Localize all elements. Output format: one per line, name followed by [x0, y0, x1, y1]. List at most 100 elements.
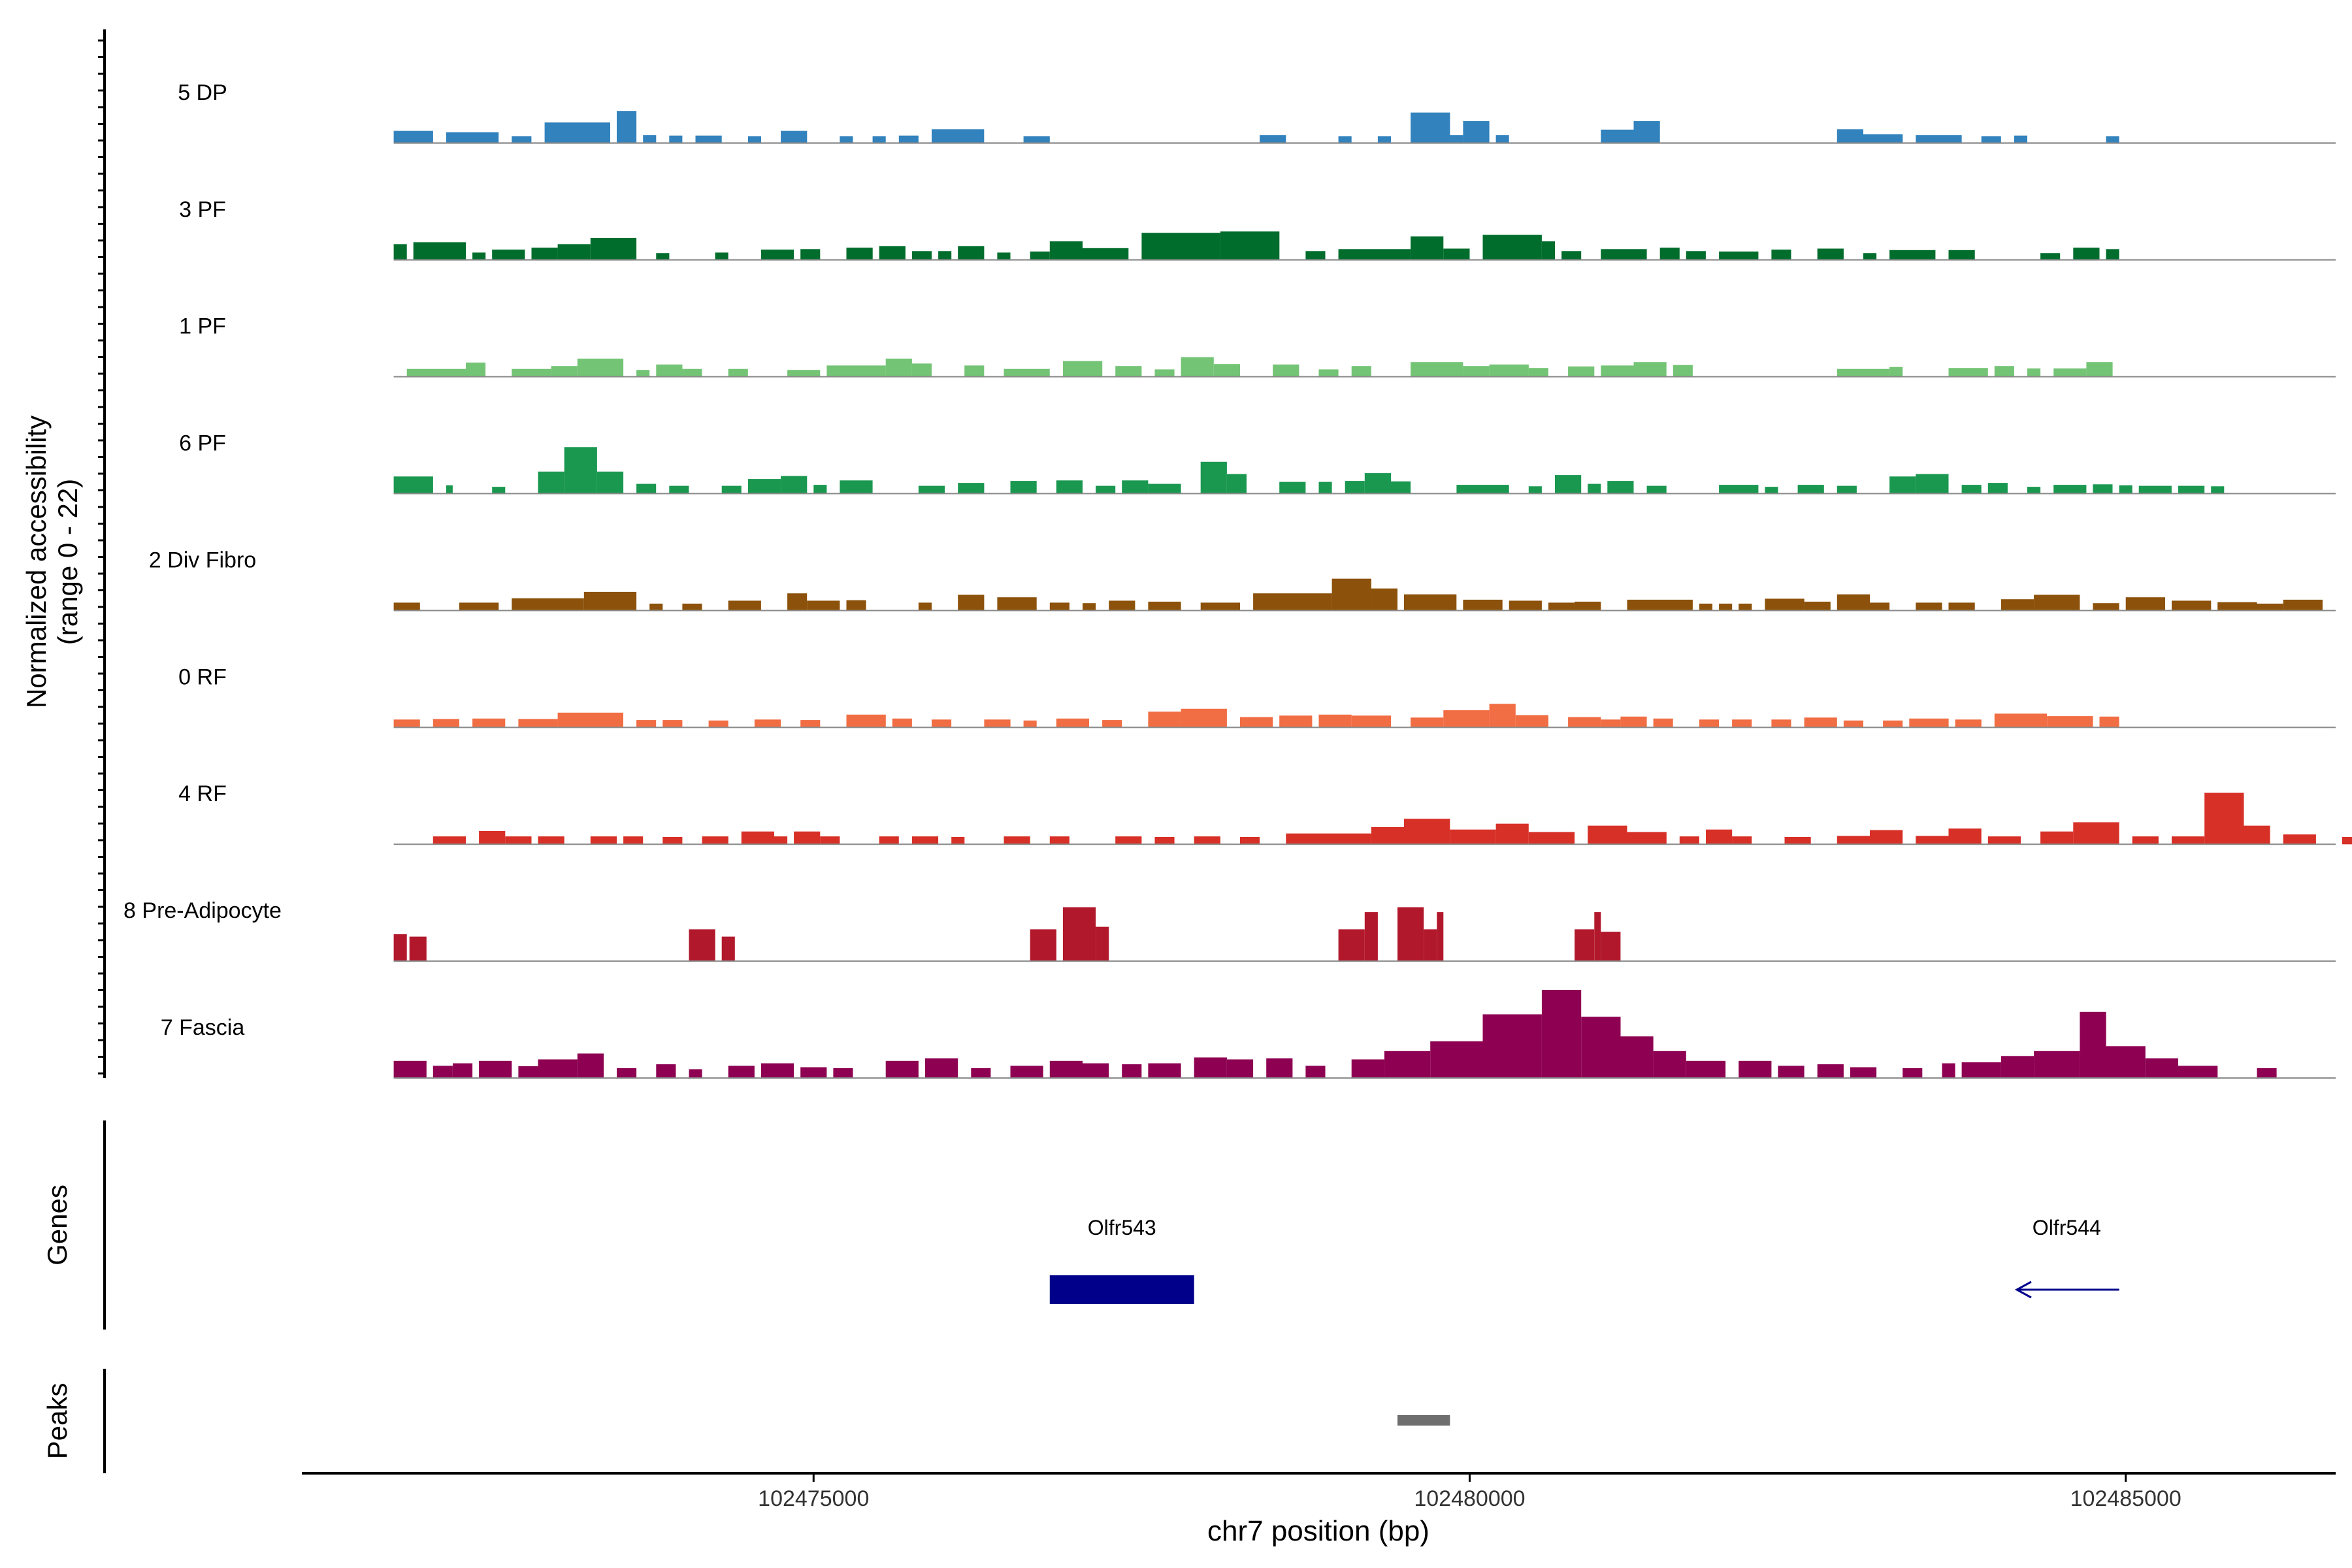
coverage-bar	[1411, 236, 1444, 260]
coverage-bar	[879, 836, 899, 845]
coverage-bar	[1030, 929, 1056, 962]
coverage-bar	[1601, 249, 1647, 260]
coverage-bar	[781, 131, 808, 143]
coverage-bar	[1115, 836, 1142, 845]
coverage-bar	[820, 836, 840, 845]
coverage-bar	[1411, 112, 1450, 143]
coverage-bar	[1581, 1017, 1621, 1079]
coverage-bar	[2001, 599, 2034, 611]
coverage-bar	[872, 136, 886, 143]
coverage-bar	[2027, 487, 2041, 494]
coverage-bar	[623, 836, 644, 845]
coverage-bar	[2093, 603, 2119, 611]
coverage-bar	[1351, 1059, 1384, 1078]
coverage-bar	[1863, 134, 1903, 143]
coverage-bar	[1870, 602, 1890, 611]
coverage-bar	[951, 837, 965, 845]
coverage-bar	[1765, 598, 1805, 611]
coverage-bar	[1482, 235, 1542, 260]
coverage-bar	[1541, 241, 1555, 260]
coverage-bar	[682, 603, 702, 611]
coverage-bar	[1148, 711, 1181, 728]
coverage-bar	[446, 485, 453, 494]
coverage-bar	[689, 929, 715, 962]
coverage-bar	[1916, 135, 1962, 143]
coverage-bar	[1555, 475, 1582, 494]
coverage-bar	[466, 362, 486, 377]
coverage-bar	[918, 602, 932, 611]
coverage-bar	[2342, 837, 2352, 845]
coverage-bar	[1260, 135, 1286, 143]
coverage-bar	[1194, 836, 1220, 845]
coverage-bar	[1056, 480, 1083, 494]
coverage-bar	[1023, 136, 1050, 143]
coverage-bar	[1942, 1063, 1955, 1078]
track-2-div-fibro: 2 Div Fibro	[149, 547, 2336, 612]
coverage-bar	[1620, 1036, 1654, 1079]
coverage-bar	[760, 1063, 794, 1078]
coverage-bar	[649, 603, 663, 611]
coverage-bar	[518, 1066, 538, 1078]
coverage-bar	[1331, 578, 1371, 611]
coverage-bar	[1010, 481, 1037, 494]
coverage-bar	[1987, 483, 2008, 494]
coverage-bar	[1226, 1059, 1254, 1078]
coverage-bar	[1817, 248, 1844, 260]
coverage-bar	[826, 365, 886, 377]
coverage-bar	[774, 836, 788, 845]
coverage-bar	[932, 719, 952, 728]
coverage-bar	[1601, 719, 1621, 728]
coverage-bar	[2073, 822, 2119, 845]
coverage-bar	[2172, 836, 2205, 845]
coverage-bar	[997, 252, 1011, 260]
coverage-bar	[1384, 1051, 1431, 1079]
coverage-bar	[1541, 990, 1582, 1078]
coverage-bar	[512, 368, 551, 377]
gene-model-olfr543	[1049, 1275, 1194, 1304]
coverage-bar	[2283, 599, 2323, 611]
coverage-bar	[840, 136, 853, 143]
coverage-bar	[2257, 603, 2283, 611]
coverage-bar	[1837, 129, 1863, 143]
coverage-bar	[1948, 828, 1982, 845]
coverage-bar	[2093, 484, 2113, 494]
coverage-bar	[1548, 602, 1575, 611]
coverage-bar	[925, 1058, 958, 1078]
coverage-bar	[1528, 486, 1542, 494]
coverage-bar	[1686, 251, 1706, 260]
track-label: 3 PF	[179, 197, 226, 222]
coverage-bar	[1279, 482, 1306, 494]
coverage-bar	[1489, 704, 1516, 728]
coverage-bar	[1837, 836, 1870, 845]
coverage-bar	[721, 485, 742, 494]
coverage-bar	[741, 831, 774, 845]
x-axis-tick-label: 102480000	[1414, 1486, 1525, 1511]
coverage-bar	[911, 363, 932, 377]
x-axis: 102475000 102480000 102485000	[302, 1472, 2336, 1511]
y-axis-title-range: (range 0 - 22)	[52, 479, 83, 645]
coverage-bar	[413, 242, 466, 260]
coverage-bar	[1916, 602, 1942, 611]
coverage-bar	[583, 591, 637, 611]
coverage-bar	[2040, 831, 2074, 845]
coverage-bar	[1797, 485, 1824, 494]
coverage-bar	[1883, 720, 1903, 728]
coverage-bar	[1181, 708, 1227, 728]
coverage-bar	[840, 480, 873, 494]
coverage-bar	[898, 135, 919, 143]
coverage-bar	[479, 831, 506, 845]
track-label: 7 Fascia	[161, 1015, 245, 1040]
x-axis-tick-label: 102475000	[758, 1486, 869, 1511]
coverage-bar	[1739, 603, 1752, 611]
coverage-bar	[938, 251, 952, 260]
coverage-bar	[1495, 135, 1509, 143]
coverage-bar	[1102, 720, 1122, 728]
y-axis-ticks	[98, 39, 105, 1075]
coverage-bar	[1226, 474, 1247, 494]
coverage-bar	[1391, 481, 1411, 494]
coverage-bar	[1659, 248, 1680, 260]
coverage-bar	[2178, 1066, 2218, 1079]
coverage-bar	[1575, 601, 1601, 611]
coverage-bar	[800, 249, 821, 260]
coverage-bar	[1049, 241, 1083, 260]
